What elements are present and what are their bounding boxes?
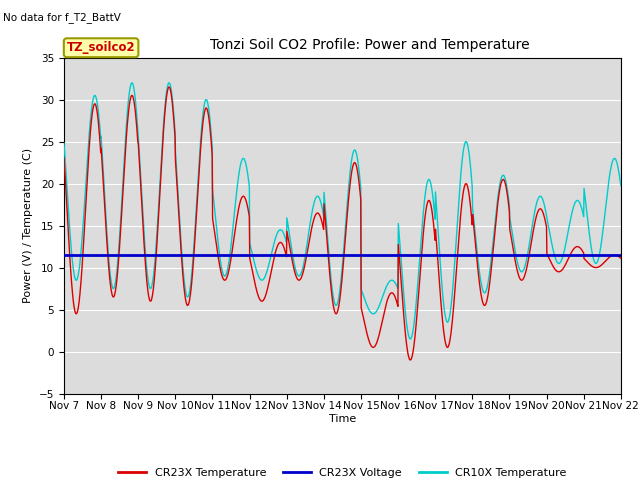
Legend: CR23X Temperature, CR23X Voltage, CR10X Temperature: CR23X Temperature, CR23X Voltage, CR10X … xyxy=(113,463,572,480)
Text: TZ_soilco2: TZ_soilco2 xyxy=(67,41,136,54)
Title: Tonzi Soil CO2 Profile: Power and Temperature: Tonzi Soil CO2 Profile: Power and Temper… xyxy=(211,38,530,52)
X-axis label: Time: Time xyxy=(329,414,356,424)
Text: No data for f_T2_BattV: No data for f_T2_BattV xyxy=(3,12,121,23)
Y-axis label: Power (V) / Temperature (C): Power (V) / Temperature (C) xyxy=(23,148,33,303)
